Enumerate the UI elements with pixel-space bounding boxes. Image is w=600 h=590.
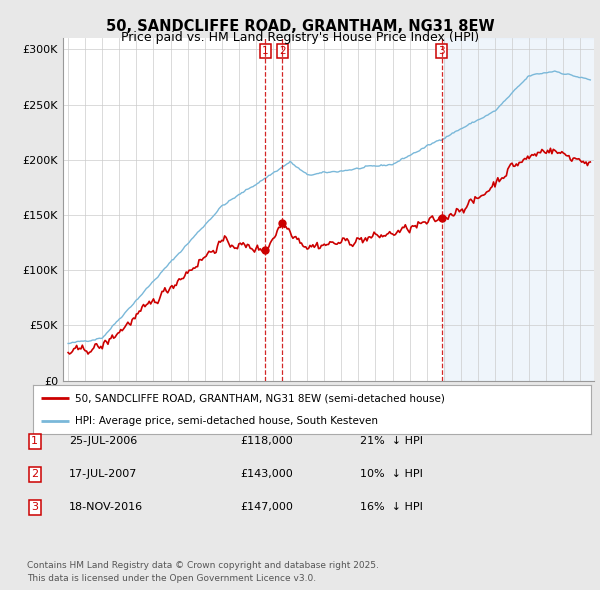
Text: 16%  ↓ HPI: 16% ↓ HPI [360, 503, 423, 512]
Bar [444, 38, 598, 381]
Text: 10%  ↓ HPI: 10% ↓ HPI [360, 470, 423, 479]
Text: 50, SANDCLIFFE ROAD, GRANTHAM, NG31 8EW: 50, SANDCLIFFE ROAD, GRANTHAM, NG31 8EW [106, 19, 494, 34]
Text: 18-NOV-2016: 18-NOV-2016 [69, 503, 143, 512]
Text: 3: 3 [439, 46, 445, 56]
Text: £143,000: £143,000 [240, 470, 293, 479]
Text: 21%  ↓ HPI: 21% ↓ HPI [360, 437, 423, 446]
Text: 2: 2 [279, 46, 286, 56]
Text: 25-JUL-2006: 25-JUL-2006 [69, 437, 137, 446]
Text: £118,000: £118,000 [240, 437, 293, 446]
Text: HPI: Average price, semi-detached house, South Kesteven: HPI: Average price, semi-detached house,… [75, 415, 378, 425]
Text: 2: 2 [31, 470, 38, 479]
Text: Price paid vs. HM Land Registry's House Price Index (HPI): Price paid vs. HM Land Registry's House … [121, 31, 479, 44]
Text: Contains HM Land Registry data © Crown copyright and database right 2025.
This d: Contains HM Land Registry data © Crown c… [27, 562, 379, 583]
Text: £147,000: £147,000 [240, 503, 293, 512]
Text: 50, SANDCLIFFE ROAD, GRANTHAM, NG31 8EW (semi-detached house): 50, SANDCLIFFE ROAD, GRANTHAM, NG31 8EW … [75, 394, 445, 404]
Text: 17-JUL-2007: 17-JUL-2007 [69, 470, 137, 479]
Text: 1: 1 [31, 437, 38, 446]
Text: 1: 1 [262, 46, 269, 56]
Text: 3: 3 [31, 503, 38, 512]
